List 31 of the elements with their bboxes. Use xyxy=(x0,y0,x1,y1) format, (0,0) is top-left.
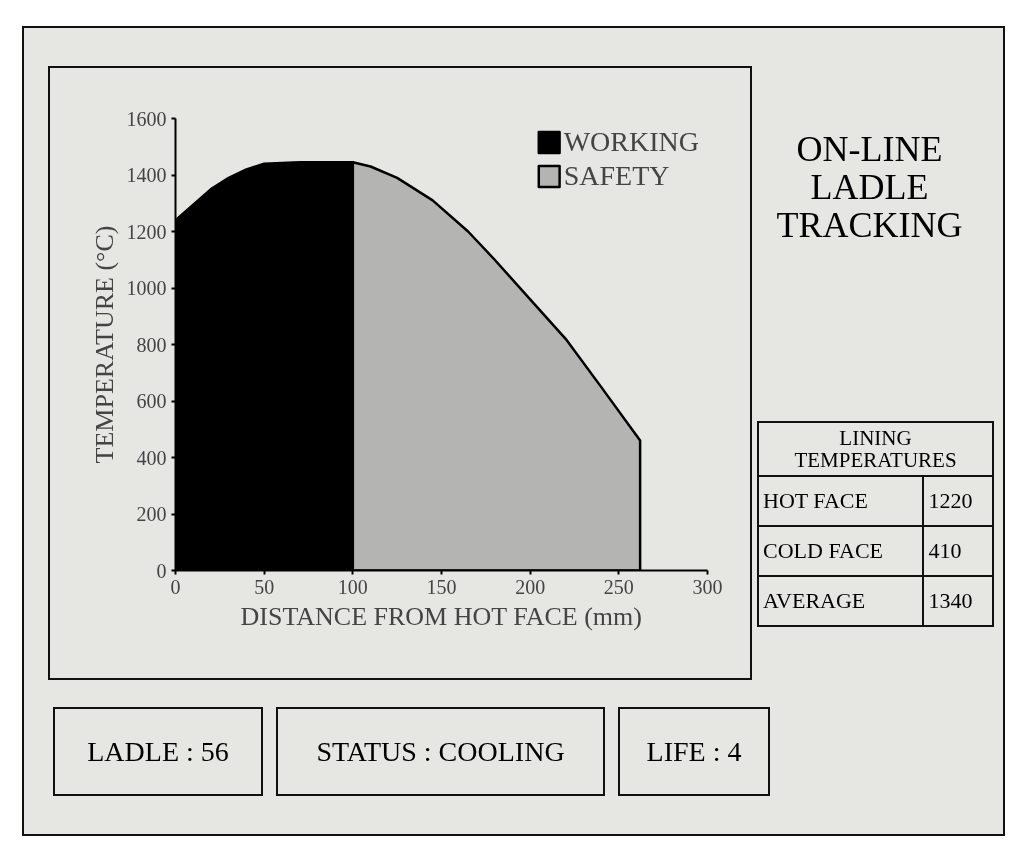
x-tick-label: 100 xyxy=(337,575,368,598)
y-axis-title: TEMPERATURE (°C) xyxy=(89,225,119,464)
x-tick-label: 200 xyxy=(515,575,546,598)
text: LINING TEMPERATURES xyxy=(758,422,993,477)
text: LIFE : 4 xyxy=(646,734,742,769)
text: 1220 xyxy=(923,476,993,527)
y-tick-label: 800 xyxy=(136,333,167,356)
y-tick-label: 200 xyxy=(136,503,167,525)
text: COLD FACE xyxy=(758,526,924,577)
y-tick-label: 1200 xyxy=(126,220,167,243)
legend-label: SAFETY xyxy=(563,160,670,192)
x-tick-label: 300 xyxy=(692,575,723,598)
y-tick-label: 1400 xyxy=(126,164,167,186)
y-tick-label: 600 xyxy=(136,390,167,412)
x-axis-title: DISTANCE FROM HOT FACE (mm) xyxy=(240,601,642,631)
y-tick-label: 1000 xyxy=(126,277,167,299)
text: LADLE : 56 xyxy=(87,734,229,769)
x-tick-label: 150 xyxy=(426,575,457,598)
text: STATUS : COOLING xyxy=(316,734,565,769)
text: HOT FACE xyxy=(758,476,924,527)
text: 1340 xyxy=(923,576,993,627)
text: 410 xyxy=(923,526,993,577)
x-tick-label: 0 xyxy=(170,575,181,598)
y-tick-label: 0 xyxy=(156,559,167,582)
x-tick-label: 250 xyxy=(603,575,634,598)
x-tick-label: 50 xyxy=(254,575,275,598)
y-tick-label: 400 xyxy=(136,446,167,469)
legend-label: WORKING xyxy=(563,126,699,158)
y-tick-label: 1600 xyxy=(126,107,167,130)
text: ON-LINE LADLE TRACKING xyxy=(775,129,964,245)
text: AVERAGE xyxy=(758,576,924,627)
